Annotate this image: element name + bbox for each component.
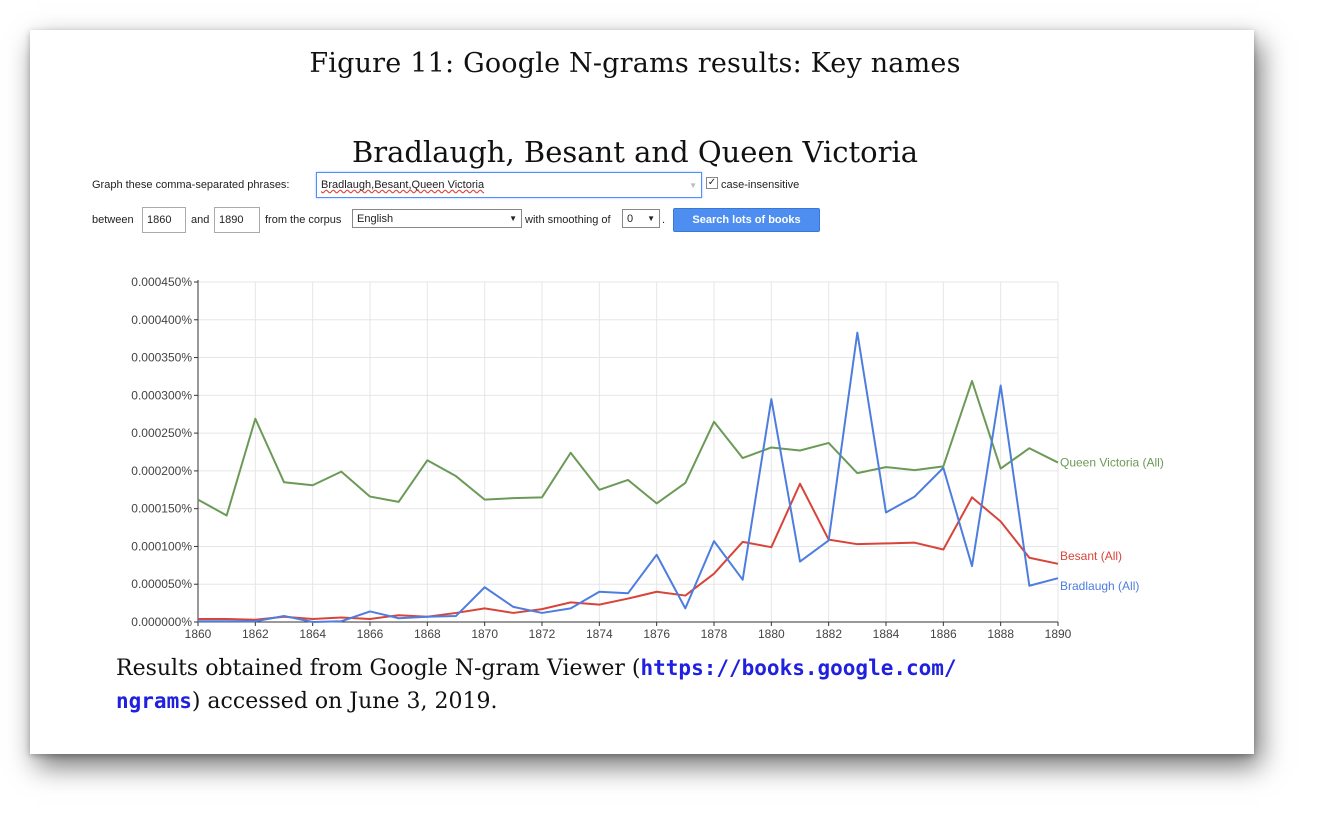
x-tick-label: 1884: [873, 627, 900, 641]
x-tick-label: 1866: [357, 627, 384, 641]
corpus-label: from the corpus: [265, 214, 342, 226]
x-tick-label: 1870: [471, 627, 498, 641]
x-tick-label: 1872: [529, 627, 556, 641]
y-tick-label: 0.000050%: [131, 577, 192, 591]
checkmark-icon: ✓: [707, 177, 717, 188]
series-label-bradlaugh-all: Bradlaugh (All): [1060, 579, 1139, 593]
search-books-button[interactable]: Search lots of books: [673, 208, 820, 232]
smoothing-select[interactable]: 0 ▼: [622, 209, 660, 228]
end-year-value: 1890: [219, 214, 244, 226]
y-tick-label: 0.000400%: [131, 313, 192, 327]
start-year-value: 1860: [147, 214, 172, 226]
corpus-value: English: [357, 212, 394, 225]
x-tick-label: 1862: [242, 627, 269, 641]
x-tick-label: 1860: [185, 627, 212, 641]
x-tick-label: 1868: [414, 627, 441, 641]
y-tick-label: 0.000350%: [131, 351, 192, 365]
series-line-queen-victoria-all: [197, 379, 1059, 517]
x-tick-label: 1864: [299, 627, 326, 641]
case-insensitive-label: case-insensitive: [721, 179, 800, 191]
corpus-select[interactable]: English ▼: [352, 209, 522, 228]
x-tick-label: 1880: [758, 627, 785, 641]
x-tick-label: 1886: [930, 627, 957, 641]
series-line-besant-all: [198, 482, 1059, 621]
series-label-besant-all: Besant (All): [1060, 549, 1122, 563]
y-tick-label: 0.000250%: [131, 426, 192, 440]
y-tick-label: 0.000000%: [131, 615, 192, 629]
corpus-dropdown-icon: ▼: [509, 214, 517, 223]
figure-title: Figure 11: Google N-grams results: Key n…: [309, 48, 961, 79]
autocomplete-arrow-icon: ▼: [689, 180, 697, 190]
case-insensitive-checkbox[interactable]: ✓: [706, 177, 718, 189]
start-year-input[interactable]: 1860: [142, 207, 186, 233]
figure-page: [30, 30, 1254, 754]
ngram-viewer-link[interactable]: https://books.google.com/ngrams: [116, 656, 957, 713]
end-year-input[interactable]: 1890: [214, 207, 260, 233]
x-tick-label: 1890: [1045, 627, 1072, 641]
phrases-label: Graph these comma-separated phrases:: [92, 179, 290, 191]
phrases-input[interactable]: Bradlaugh,Besant,Queen Victoria ▼: [316, 172, 702, 198]
y-tick-label: 0.000100%: [131, 539, 192, 553]
y-tick-label: 0.000300%: [131, 388, 192, 402]
x-tick-label: 1876: [643, 627, 670, 641]
smoothing-label: with smoothing of: [525, 214, 611, 226]
smoothing-dropdown-icon: ▼: [647, 214, 655, 223]
and-label: and: [191, 214, 210, 226]
series-label-queen-victoria-all: Queen Victoria (All): [1060, 456, 1164, 470]
link-line1: https://books.google.com/: [640, 656, 957, 680]
x-tick-label: 1882: [815, 627, 842, 641]
series-line-bradlaugh-all: [198, 331, 1059, 623]
form-period: .: [662, 214, 666, 226]
between-label: between: [92, 214, 134, 226]
smoothing-value: 0: [627, 212, 634, 225]
caption-text-before: Results obtained from Google N-gram View…: [116, 656, 641, 681]
x-tick-label: 1874: [586, 627, 613, 641]
x-tick-label: 1878: [701, 627, 728, 641]
caption-text-after: ) accessed on June 3, 2019.: [191, 689, 498, 714]
phrases-value: Bradlaugh,Besant,Queen Victoria: [321, 179, 485, 191]
y-tick-label: 0.000200%: [131, 464, 192, 478]
figure-caption: Results obtained from Google N-gram View…: [116, 652, 1196, 718]
x-tick-label: 1888: [987, 627, 1014, 641]
y-tick-label: 0.000450%: [131, 275, 192, 289]
y-tick-label: 0.000150%: [131, 502, 192, 516]
link-line2: ngrams: [116, 689, 192, 713]
ngram-heading: Bradlaugh, Besant and Queen Victoria: [351, 135, 919, 169]
